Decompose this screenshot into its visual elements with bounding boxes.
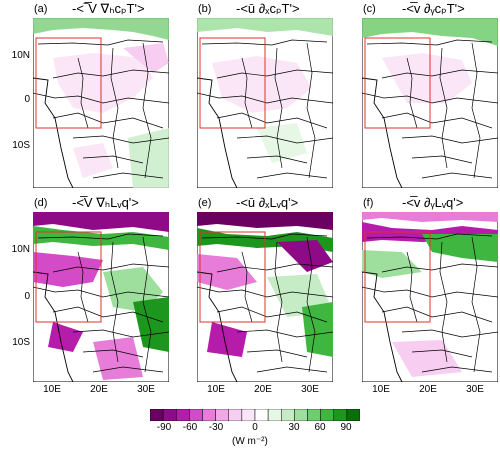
panel-title-d: -<̅V ∇ₕLᵥq'> [72, 195, 139, 210]
lat-tick-0-bottom: 0 [24, 291, 30, 302]
colorbar-swatch [176, 409, 190, 421]
panel-title-f: -<̅v ∂ᵧLᵥq'> [402, 195, 464, 210]
panel-label-f: (f) [363, 197, 374, 209]
lat-tick-0-top: 0 [24, 94, 30, 105]
colorbar-units: (W m⁻²) [232, 436, 268, 447]
colorbar-swatch [267, 409, 282, 421]
panel-e [197, 212, 333, 382]
colorbar-swatch [281, 409, 295, 421]
lat-tick-10n-top: 10N [11, 50, 30, 61]
lon-tick-10e-d: 10E [43, 384, 61, 395]
colorbar-tick-30: 30 [288, 422, 300, 433]
panel-label-c: (c) [363, 3, 376, 15]
panel-label-b: (b) [198, 3, 212, 15]
map-b [197, 18, 333, 188]
panel-label-a: (a) [34, 3, 48, 15]
colorbar-tick-neg90: -90 [156, 422, 172, 433]
lon-tick-30e-f: 30E [466, 384, 484, 395]
colorbar-swatch [333, 409, 348, 421]
panel-title-e: -<ū ∂ₓLᵥq'> [236, 195, 299, 210]
colorbar-tick-neg60: -60 [182, 422, 198, 433]
panel-d [33, 212, 169, 382]
panel-a [33, 18, 169, 188]
colorbar-swatch [254, 409, 269, 421]
colorbar-tick-0: 0 [252, 422, 258, 433]
colorbar-swatch [228, 409, 243, 421]
lon-tick-20e-f: 20E [419, 384, 437, 395]
panel-title-c: -<̅v ∂ᵧcₚT'> [402, 1, 465, 16]
colorbar-swatch [150, 409, 164, 421]
panel-title-a: -<‾̅V ∇ₕcₚT'> [72, 1, 145, 16]
colorbar-tick-neg30: -30 [208, 422, 224, 433]
panel-label-e: (e) [198, 197, 212, 209]
colorbar-swatch [202, 409, 216, 421]
panel-label-d: (d) [34, 197, 48, 209]
panel-b [197, 18, 333, 188]
map-e [197, 212, 333, 382]
colorbar-swatch [241, 409, 256, 421]
lat-tick-10s-top: 10S [12, 140, 30, 151]
panel-f [362, 212, 498, 382]
lat-tick-10n-bottom: 10N [11, 244, 30, 255]
lon-tick-10e-e: 10E [207, 384, 225, 395]
colorbar [150, 409, 360, 421]
map-d [33, 212, 169, 382]
panel-title-b: -<ū ∂ₓcₚT'> [236, 1, 300, 16]
lon-tick-30e-d: 30E [137, 384, 155, 395]
panel-c [362, 18, 498, 188]
lat-tick-10s-bottom: 10S [12, 337, 30, 348]
colorbar-swatch [162, 409, 177, 421]
colorbar-tick-60: 60 [314, 422, 326, 433]
lon-tick-20e-d: 20E [90, 384, 108, 395]
colorbar-swatch [346, 409, 360, 421]
map-c [362, 18, 498, 188]
lon-tick-20e-e: 20E [254, 384, 272, 395]
colorbar-swatch [294, 409, 308, 421]
colorbar-swatch [320, 409, 334, 421]
colorbar-swatch [307, 409, 321, 421]
colorbar-tick-90: 90 [340, 422, 352, 433]
colorbar-swatch [215, 409, 229, 421]
lon-tick-10e-f: 10E [372, 384, 390, 395]
colorbar-swatch [189, 409, 203, 421]
lon-tick-30e-e: 30E [301, 384, 319, 395]
map-a [33, 18, 169, 188]
map-f [362, 212, 498, 382]
